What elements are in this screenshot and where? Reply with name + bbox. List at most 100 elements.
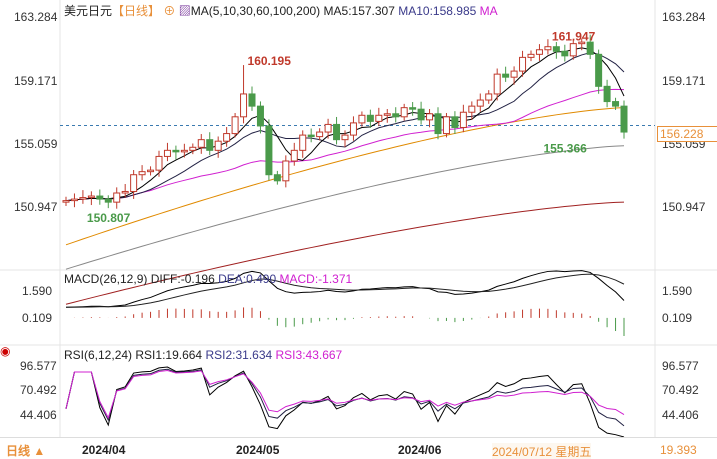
ma-chart-icon[interactable]: ▨: [178, 4, 191, 18]
candle-body: [451, 116, 459, 128]
candle-body: [231, 116, 239, 135]
macd-label: MACD(26,12,9): [64, 272, 148, 286]
price-tick-left: 163.284: [14, 10, 58, 24]
price-annotation: 155.366: [543, 142, 587, 156]
candle-body: [240, 93, 248, 118]
macd-value: MACD:-1.371: [279, 272, 353, 286]
current-price-label: 156.228: [657, 126, 717, 142]
price-tick-left: 159.171: [14, 74, 58, 88]
candle-body: [341, 134, 349, 141]
main-header: 美元日元【日线】 ⊕ ▨MA(5,10,30,60,100,200) MA5:1…: [64, 2, 498, 19]
candle-body: [434, 113, 442, 135]
rsi12-line: [65, 368, 625, 427]
ma5-line: [65, 47, 625, 202]
candle-body: [442, 116, 450, 135]
candle-body: [561, 50, 569, 57]
price-tick-left: 155.059: [14, 137, 58, 151]
candle-body: [282, 160, 290, 182]
ma-more: MA: [479, 4, 498, 18]
candle-body: [121, 190, 129, 194]
ma60-line: [65, 107, 625, 246]
ma30-line: [65, 88, 625, 202]
candle-body: [375, 114, 383, 122]
date-tick: 2024/06: [398, 443, 442, 457]
candle-body: [324, 123, 332, 133]
rsi-tick-left: 70.492: [20, 383, 57, 397]
candle-body: [206, 139, 214, 151]
triangle-up-icon: ▲: [33, 444, 46, 458]
rsi1: RSI1:19.664: [135, 348, 203, 362]
ma10-value: MA10:158.985: [398, 4, 477, 18]
candle-body: [62, 200, 70, 203]
ma-params: MA(5,10,30,60,100,200): [190, 4, 321, 18]
candle-body: [214, 140, 222, 151]
price-annotation: 150.807: [87, 211, 131, 225]
rsi-header: RSI(6,12,24) RSI1:19.664 RSI2:31.634 RSI…: [64, 348, 342, 362]
symbol-label: 美元日元: [64, 4, 113, 18]
candle-body: [113, 192, 121, 203]
ma5-value: MA5:157.307: [323, 4, 395, 18]
candle-body: [349, 122, 357, 136]
candle-body: [392, 113, 400, 118]
candle-body: [130, 174, 138, 192]
candle-body: [476, 99, 484, 107]
period-switch[interactable]: 日线 ▲: [6, 442, 45, 459]
macd-header: MACD(26,12,9) DIFF:-0.196 DEA:0.490 MACD…: [64, 272, 352, 286]
date-tick: 2024/04: [82, 443, 126, 457]
price-annotation: 160.195: [248, 54, 292, 68]
ma100-line: [65, 145, 625, 270]
candle-body: [603, 85, 611, 103]
candle-body: [96, 195, 104, 200]
candle-body: [189, 146, 197, 151]
candle-body: [468, 105, 476, 113]
dea-line: [65, 273, 625, 308]
price-tick-right: 159.171: [662, 74, 706, 88]
price-tick-right: 163.284: [662, 10, 706, 24]
ma10-line: [65, 52, 625, 202]
candle-body: [493, 73, 501, 95]
macd-tick-right: 1.590: [662, 284, 693, 298]
rsi24-line: [65, 370, 625, 420]
candle-body: [544, 46, 552, 51]
candle-body: [383, 113, 391, 116]
candle-body: [248, 93, 256, 107]
rsi-tick-right: 44.406: [662, 408, 699, 422]
rsi-tick-right: 96.577: [662, 359, 699, 373]
ma200-line: [65, 201, 625, 305]
rsi3: RSI3:43.667: [275, 348, 343, 362]
candle-body: [620, 105, 628, 133]
diff-line: [65, 270, 625, 308]
candle-body: [485, 93, 493, 101]
candle-body: [155, 155, 163, 171]
candle-body: [510, 70, 518, 78]
time-axis: 日线 ▲ 2024/04 2024/05 2024/06 2024/07/12 …: [0, 437, 717, 459]
rsi-tick-left: 44.406: [20, 408, 57, 422]
candle-body: [265, 125, 273, 176]
target-icon[interactable]: ◉: [0, 344, 11, 358]
candle-body: [502, 73, 510, 78]
macd-tick-right: 0.109: [662, 311, 693, 325]
cursor-date: 2024/07/12 星期五: [492, 443, 592, 459]
candle-body: [358, 114, 366, 124]
period-label[interactable]: 【日线】: [112, 4, 161, 18]
candle-body: [527, 53, 535, 58]
candle-body: [307, 134, 315, 138]
candle-body: [426, 113, 434, 121]
rsi-tick-right: 70.492: [662, 383, 699, 397]
rsi-tick-left: 96.577: [20, 359, 57, 373]
candle-body: [104, 198, 112, 203]
candle-body: [223, 133, 231, 142]
price-tick-left: 150.947: [14, 200, 58, 214]
macd-tick-left: 1.590: [22, 284, 53, 298]
candle-body: [366, 114, 374, 122]
candle-body: [578, 41, 586, 45]
candle-body: [163, 149, 171, 157]
macd-dea: DEA:0.490: [218, 272, 277, 286]
candle-body: [256, 105, 264, 127]
candle-body: [87, 195, 95, 199]
candle-body: [197, 139, 205, 148]
candle-body: [299, 134, 307, 151]
settings-icon[interactable]: ⊕: [163, 4, 176, 18]
